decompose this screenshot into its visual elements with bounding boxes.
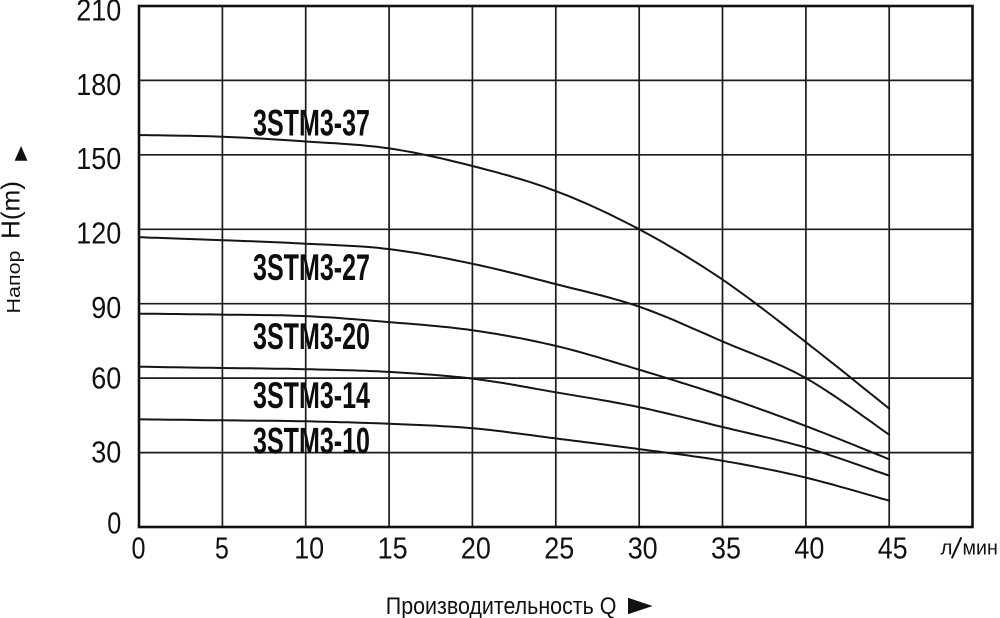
svg-text:10: 10 (294, 530, 324, 565)
svg-text:3STM3-20: 3STM3-20 (253, 316, 370, 357)
svg-text:5: 5 (215, 530, 229, 565)
svg-text:3STM3-37: 3STM3-37 (253, 103, 370, 144)
svg-text:3STM3-10: 3STM3-10 (253, 421, 370, 462)
svg-text:3STM3-27: 3STM3-27 (253, 247, 370, 288)
svg-text:30: 30 (628, 530, 658, 565)
svg-text:60: 60 (91, 360, 121, 395)
svg-text:210: 210 (76, 0, 121, 28)
svg-text:H(m): H(m) (0, 181, 26, 239)
svg-text:180: 180 (76, 67, 121, 102)
svg-text:35: 35 (711, 530, 741, 565)
svg-text:20: 20 (461, 530, 491, 565)
svg-text:120: 120 (76, 215, 121, 250)
svg-text:0: 0 (107, 506, 121, 541)
svg-text:3STM3-14: 3STM3-14 (253, 375, 370, 416)
svg-text:45: 45 (878, 530, 908, 565)
svg-text:мин: мин (963, 537, 998, 560)
svg-text:0: 0 (132, 530, 146, 565)
svg-text:Производительность Q: Производительность Q (386, 593, 617, 618)
svg-text:25: 25 (544, 530, 574, 565)
svg-text:15: 15 (378, 530, 408, 565)
svg-text:л: л (941, 537, 953, 560)
svg-text:90: 90 (91, 290, 121, 325)
svg-text:Напор: Напор (3, 251, 24, 314)
svg-text:30: 30 (91, 435, 121, 470)
svg-text:40: 40 (794, 530, 824, 565)
svg-text:150: 150 (76, 141, 121, 176)
